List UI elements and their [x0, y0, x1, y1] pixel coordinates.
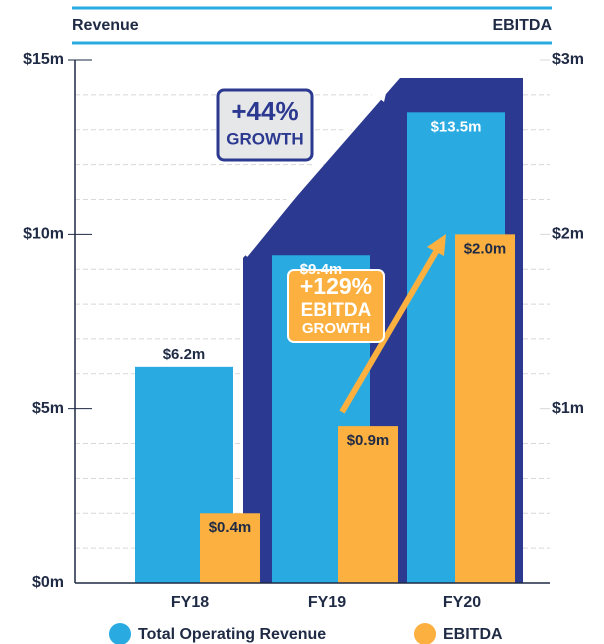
y-tick-label: $5m [32, 400, 64, 417]
annotation: GROWTH [302, 320, 370, 337]
legend-label: EBITDA [443, 626, 503, 643]
y-tick-label: $0m [32, 574, 64, 591]
bar [200, 513, 260, 583]
x-tick-label: FY19 [308, 594, 346, 611]
legend-swatch [109, 623, 131, 644]
arrow-head [366, 76, 390, 102]
annotation-box [287, 269, 385, 343]
y-axis-label: Revenue [72, 17, 139, 34]
y2-tick-label: $3m [552, 51, 584, 68]
data-label: $6.2m [163, 346, 206, 363]
x-tick-label: FY18 [171, 594, 209, 611]
annotation: +129% [300, 273, 372, 299]
x-tick-label: FY20 [443, 594, 481, 611]
annotation: +44% [231, 96, 298, 126]
ebitda-arrow [339, 248, 440, 414]
data-label: $0.4m [209, 519, 252, 536]
data-label: $13.5m [431, 118, 482, 135]
y2-tick-label: $1m [552, 400, 584, 417]
bar [455, 234, 515, 584]
bar [338, 426, 398, 583]
data-label: $2.0m [464, 240, 507, 257]
arrow-head [427, 234, 446, 256]
annotation: GROWTH [226, 129, 303, 148]
y2-axis-label: EBITDA [492, 17, 552, 34]
legend-label: Total Operating Revenue [138, 626, 326, 643]
data-label: $9.4m [300, 261, 343, 278]
annotation-box [216, 88, 314, 162]
y-tick-label: $15m [23, 51, 64, 68]
y2-tick-label: $2m [552, 226, 584, 243]
annotation: EBITDA [301, 300, 372, 321]
growth-arrow [242, 90, 381, 257]
data-label: $0.9m [347, 432, 390, 449]
legend-swatch [414, 623, 436, 644]
y-tick-label: $10m [23, 226, 64, 243]
